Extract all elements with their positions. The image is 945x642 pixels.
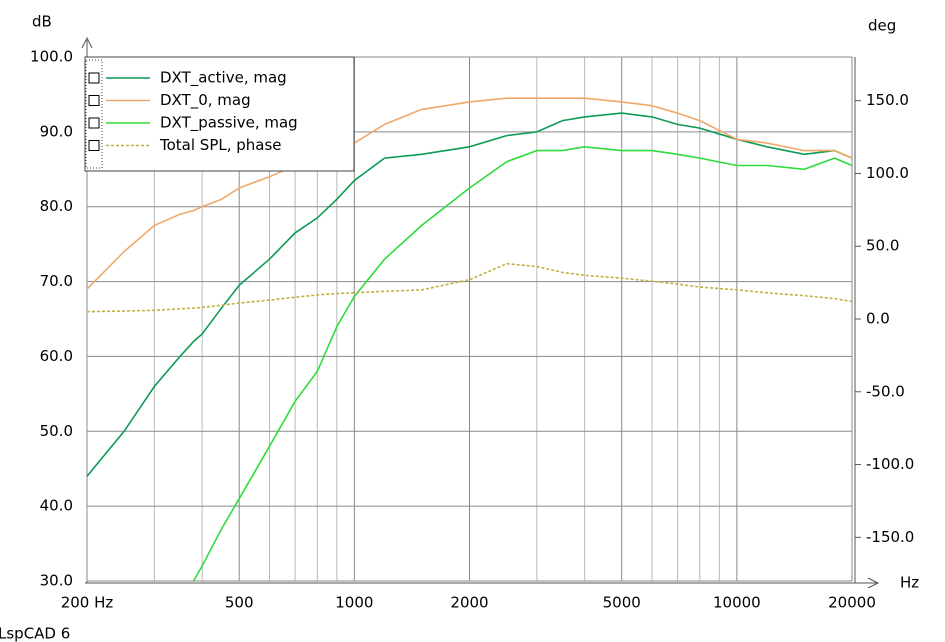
y-tick-label: 50.0 xyxy=(40,422,73,440)
y2-tick-label: 0.0 xyxy=(866,310,890,328)
legend: DXT_active, mag DXT_0, mag DXT_passive, ma… xyxy=(84,56,355,172)
series-line xyxy=(86,262,853,313)
x-tick-label: 500 xyxy=(225,594,254,612)
legend-checkbox xyxy=(88,72,100,84)
y-tick-label: 90.0 xyxy=(40,122,73,140)
legend-checkbox xyxy=(88,117,100,129)
x-tick-label: 200 Hz xyxy=(61,594,114,612)
y-tick-label: 30.0 xyxy=(40,572,73,590)
x-tick-label: 10000 xyxy=(713,594,761,612)
x-tick-label: 5000 xyxy=(603,594,641,612)
x-tick-label: 20000 xyxy=(828,594,876,612)
y2-tick-label: -150.0 xyxy=(866,528,914,546)
app-label: LspCAD 6 xyxy=(0,625,70,642)
y-axis-label: dB xyxy=(32,13,52,31)
y2-tick-label: 50.0 xyxy=(866,237,899,255)
y2-axis-label: deg xyxy=(868,17,896,35)
y2-tick-label: 150.0 xyxy=(866,91,909,109)
legend-label: DXT_passive, mag xyxy=(160,114,298,133)
legend-label: Total SPL, phase xyxy=(159,136,282,154)
x-tick-label: 2000 xyxy=(450,594,488,612)
y-tick-label: 70.0 xyxy=(40,272,73,290)
y2-tick-label: 100.0 xyxy=(866,164,909,182)
y-tick-label: 100.0 xyxy=(30,48,73,66)
legend-checkbox xyxy=(88,140,100,151)
series-line xyxy=(192,145,853,582)
legend-checkbox xyxy=(88,95,100,106)
legend-handle xyxy=(85,59,103,169)
legend-box xyxy=(84,56,355,172)
y2-tick-label: -100.0 xyxy=(866,455,914,473)
series-line xyxy=(86,97,853,290)
y-tick-label: 60.0 xyxy=(40,347,73,365)
legend-label: DXT_active, mag xyxy=(160,69,287,88)
x-tick-label: 1000 xyxy=(335,594,373,612)
y-tick-label: 80.0 xyxy=(40,197,73,215)
y2-tick-label: -50.0 xyxy=(866,382,905,400)
legend-label: DXT_0, mag xyxy=(160,91,251,110)
y-tick-label: 40.0 xyxy=(40,497,73,515)
series-line xyxy=(86,112,853,477)
x-axis-label: Hz xyxy=(900,574,919,592)
